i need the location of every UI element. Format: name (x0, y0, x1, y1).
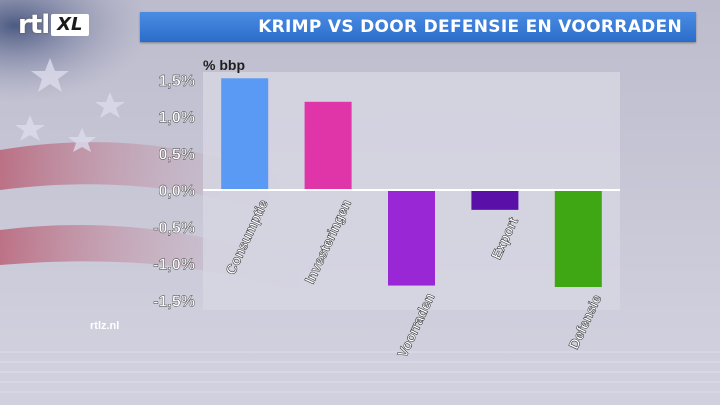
channel-logo: rtl XL (18, 10, 89, 40)
logo-rtl-text: rtl (18, 10, 50, 40)
y-axis-unit-label: % bbp (203, 57, 245, 73)
bar-consumptie (221, 78, 269, 190)
bar-investeringen (304, 101, 352, 190)
website-label: rtlz.nl (90, 320, 120, 332)
title-bar: KRIMP VS DOOR DEFENSIE EN VOORRADEN (140, 12, 696, 42)
bar-voorraden (388, 190, 435, 286)
y-tick-label: 0,0% (159, 183, 195, 200)
chart-title: KRIMP VS DOOR DEFENSIE EN VOORRADEN (258, 17, 682, 37)
y-tick-label: 0,5% (159, 146, 195, 163)
bar-defensie (554, 190, 602, 288)
y-tick-label: -0,5% (153, 220, 195, 237)
y-tick-label: -1,5% (153, 293, 195, 310)
y-tick-label: 1,5% (159, 73, 195, 90)
y-tick-label: 1,0% (159, 110, 195, 127)
y-tick-label: -1,0% (153, 257, 195, 274)
bar-export (471, 190, 519, 210)
logo-xl-badge: XL (51, 14, 89, 36)
